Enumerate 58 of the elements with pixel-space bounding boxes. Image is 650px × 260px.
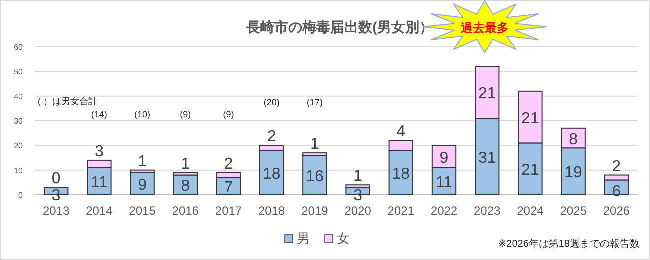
x-tick-label: 2018 [258, 204, 286, 218]
y-tick-label: 60 [14, 43, 24, 52]
annotation: (20) [264, 97, 280, 108]
x-tick-label: 2024 [517, 204, 544, 218]
data-label: 4 [396, 124, 406, 141]
data-label: 18 [392, 166, 410, 183]
x-tick-label: 2017 [215, 204, 242, 218]
x-tick-label: 2026 [603, 204, 630, 218]
annotation: (14) [91, 110, 108, 120]
y-tick-label: 40 [14, 92, 24, 102]
data-label: 1 [354, 168, 363, 186]
x-tick-label: 2014 [86, 204, 114, 218]
annotation: (10) [134, 110, 151, 120]
data-label: 2 [612, 158, 622, 176]
y-tick-label: 10 [14, 166, 24, 176]
text: ※2026年は第18週までの報告数 [498, 238, 640, 250]
data-label: 1 [181, 156, 190, 173]
x-tick-label: 2021 [388, 204, 415, 218]
data-label: 16 [306, 168, 324, 186]
x-tick-label: 2016 [172, 204, 200, 218]
data-label: 11 [91, 174, 108, 192]
x-tick-label: 2022 [430, 204, 458, 218]
data-label: 2 [224, 156, 234, 173]
data-label: 19 [564, 164, 583, 182]
data-label: 18 [262, 166, 281, 183]
data-label: 7 [224, 179, 234, 196]
x-tick-label: 2019 [302, 204, 329, 218]
annotation: (9) [223, 110, 234, 120]
data-label: 11 [436, 174, 453, 192]
data-label: 21 [478, 86, 496, 103]
data-label: 21 [522, 110, 540, 128]
x-tick-label: 2020 [344, 204, 372, 218]
x-tick-label: 2023 [474, 204, 502, 218]
y-tick-label: 0 [18, 191, 24, 200]
data-label: 2 [267, 128, 276, 146]
data-label: 21 [522, 162, 540, 180]
legend-label: 女 [337, 231, 350, 246]
text: 過去最多 [460, 21, 509, 35]
data-label: 0 [52, 170, 61, 188]
x-tick-label: 2013 [42, 204, 70, 218]
annotation: ( ）は男女合計 [38, 96, 98, 106]
y-tick-label: 50 [14, 68, 24, 77]
annotation: (17) [306, 97, 323, 108]
y-tick-label: 20 [14, 142, 24, 151]
data-label: 31 [478, 150, 496, 167]
data-label: 3 [94, 143, 104, 160]
bar [302, 155, 328, 196]
data-label: 8 [569, 131, 578, 148]
annotation: (9) [180, 110, 192, 120]
data-label: 8 [181, 178, 190, 196]
legend-label: 男 [297, 231, 310, 246]
x-tick-label: 2015 [129, 204, 156, 218]
data-label: 9 [440, 150, 449, 167]
data-label: 1 [138, 153, 148, 170]
data-label: 1 [310, 136, 320, 154]
x-tick-label: 2025 [560, 204, 588, 218]
y-tick-label: 30 [14, 117, 24, 126]
data-label: 9 [138, 176, 148, 194]
